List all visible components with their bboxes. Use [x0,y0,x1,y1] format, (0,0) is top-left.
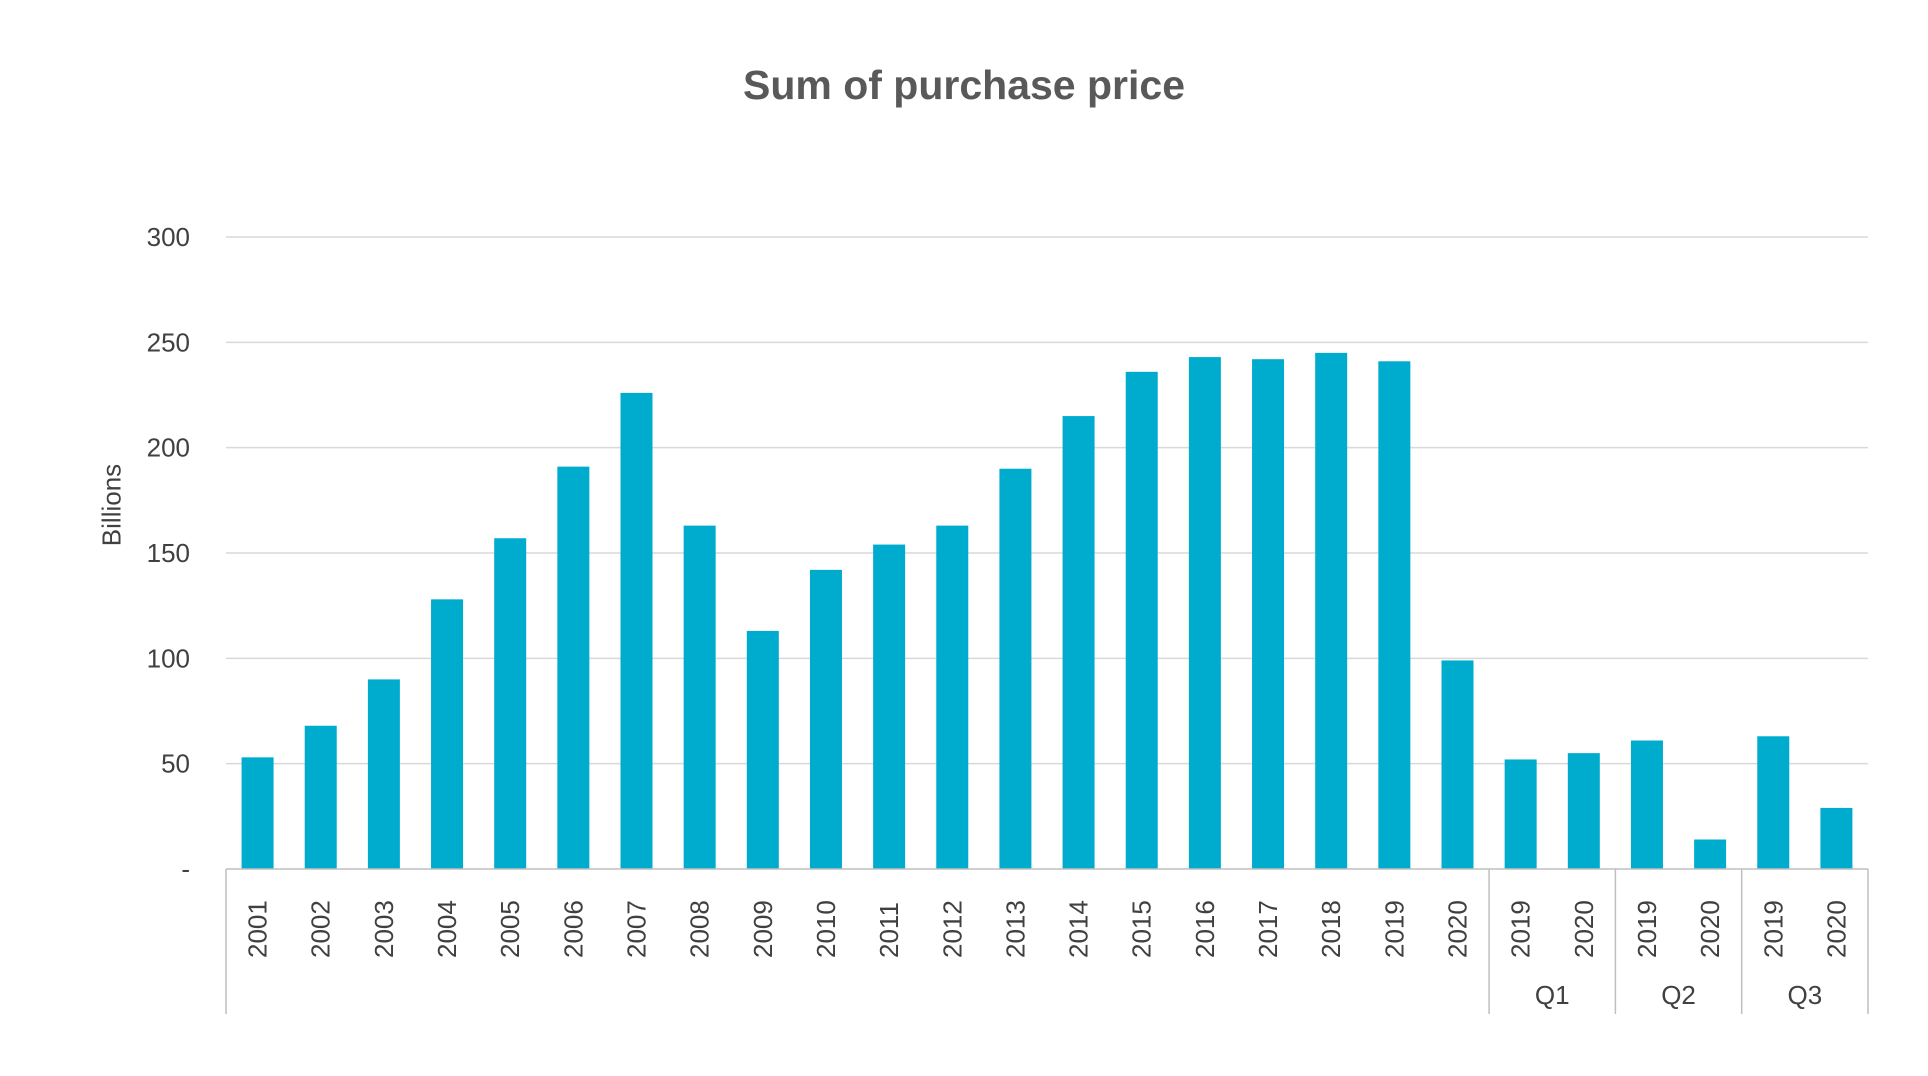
x-tick-label: 2009 [748,900,778,958]
y-tick-label: 100 [147,643,190,673]
x-tick-label: 2019 [1379,900,1409,958]
x-tick-label: 2019 [1758,900,1788,958]
x-tick-label: 2005 [495,900,525,958]
bar [936,525,969,869]
bar [809,569,842,869]
x-tick-label: 2013 [1000,900,1030,958]
bar [1630,740,1663,869]
x-tick-label: 2010 [811,900,841,958]
bar [1820,807,1853,869]
x-tick-label: 2012 [937,900,967,958]
bar [1378,361,1411,869]
x-tick-label: 2008 [685,900,715,958]
bar [683,525,716,869]
bar [746,630,779,869]
bar [431,599,464,869]
bar [1062,416,1095,869]
x-tick-label: 2016 [1190,900,1220,958]
x-tick-label: 2019 [1632,900,1662,958]
y-tick-label: - [181,854,190,884]
x-tick-label: 2007 [622,900,652,958]
x-tick-label: 2003 [369,900,399,958]
bar [1567,753,1600,869]
y-tick-label: 300 [147,222,190,252]
y-tick-label: 150 [147,538,190,568]
bar [367,679,400,869]
bar [241,757,274,869]
group-label: Q1 [1535,980,1570,1010]
chart-title: Sum of purchase price [742,62,1185,108]
x-tick-label: 2017 [1253,900,1283,958]
bar [1757,736,1790,869]
x-tick-label: 2020 [1443,900,1473,958]
x-tick-label: 2006 [558,900,588,958]
x-tick-label: 2015 [1127,900,1157,958]
group-label: Q2 [1661,980,1696,1010]
bar [1188,357,1221,869]
x-tick-label: 2014 [1064,900,1094,958]
bar [304,725,337,869]
x-tick-label: 2001 [243,900,273,958]
group-label: Q3 [1788,980,1823,1010]
bar [620,392,653,869]
bar [1125,371,1158,869]
bar [1504,759,1537,869]
y-tick-label: 50 [161,749,190,779]
x-tick-label: 2018 [1316,900,1346,958]
x-tick-label: 2019 [1506,900,1536,958]
bar [557,466,590,869]
y-tick-label: 250 [147,327,190,357]
bar [1694,839,1727,869]
x-tick-label: 2020 [1695,900,1725,958]
x-tick-label: 2002 [306,900,336,958]
x-tick-label: 2020 [1821,900,1851,958]
x-tick-label: 2011 [874,902,904,958]
x-tick-label: 2004 [432,900,462,958]
bar [1441,660,1474,869]
bar [999,468,1032,869]
bar [873,544,906,869]
y-tick-label: 200 [147,433,190,463]
bar [1252,359,1285,869]
bar [494,538,527,869]
bar [1315,352,1348,869]
x-tick-label: 2020 [1569,900,1599,958]
